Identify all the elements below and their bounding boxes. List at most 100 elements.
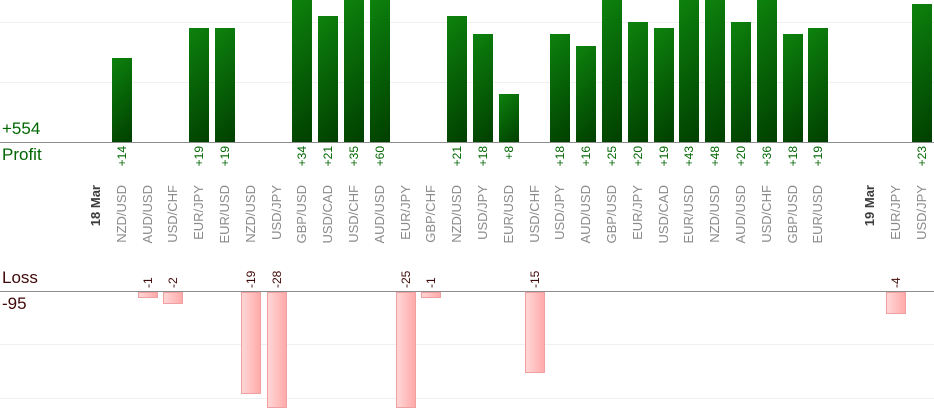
profit-bar — [653, 28, 674, 142]
loss-bar — [266, 292, 287, 408]
profit-bar — [911, 4, 932, 142]
loss-value-label: -19 — [243, 270, 258, 288]
pair-label: USD/CAD — [655, 185, 671, 244]
loss-total-label: -95 — [2, 294, 27, 313]
profit-bar — [782, 34, 803, 142]
pair-label: AUD/USD — [733, 185, 748, 244]
loss-value-label: -4 — [888, 277, 903, 288]
profit-bar — [369, 0, 390, 142]
profit-bar — [111, 58, 132, 142]
loss-value-label: -2 — [166, 277, 181, 288]
pair-label: USD/CHF — [346, 185, 361, 243]
profit-bar — [756, 0, 777, 142]
profit-baseline — [0, 142, 934, 143]
pair-label: USD/JPY — [913, 185, 929, 240]
pair-label: USD/CAD — [320, 185, 336, 244]
profit-bar — [189, 28, 210, 142]
pair-label: EUR/USD — [217, 185, 232, 244]
profit-value-label: +21 — [321, 146, 336, 167]
profit-value-label: +19 — [811, 146, 826, 167]
profit-bar — [602, 0, 622, 142]
profit-bar — [318, 16, 339, 142]
loss-bar — [163, 292, 184, 304]
profit-bar — [292, 0, 313, 142]
profit-value-label: +21 — [450, 146, 465, 167]
pair-label: GBP/USD — [294, 185, 310, 244]
pair-label: GBP/USD — [604, 185, 619, 244]
pair-label: EUR/JPY — [397, 185, 413, 240]
loss-bar — [240, 292, 261, 395]
pair-label: AUD/USD — [371, 185, 387, 244]
pair-label: EUR/USD — [500, 185, 516, 244]
profit-bar — [627, 22, 648, 142]
profit-value-label: +23 — [914, 146, 929, 167]
profit-total-label: +554 — [2, 119, 41, 138]
profit-value-label: +20 — [630, 146, 645, 167]
profit-value-label: +8 — [501, 146, 516, 160]
profit-bar — [473, 34, 493, 142]
pair-label: NZD/USD — [707, 185, 723, 243]
profit-value-label: +34 — [295, 146, 310, 167]
loss-baseline — [0, 291, 934, 292]
loss-bar — [524, 292, 545, 373]
pair-label: USD/JPY — [552, 185, 568, 240]
profit-bar — [498, 94, 519, 142]
profit-bar — [731, 22, 751, 142]
loss-bar — [421, 292, 442, 299]
pair-label: GBP/CHF — [423, 185, 439, 243]
profit-bar — [808, 28, 829, 142]
pair-label: USD/JPY — [475, 185, 490, 240]
date-label: 18 Mar — [88, 185, 103, 227]
gridline — [0, 398, 934, 399]
pair-label: EUR/JPY — [191, 185, 207, 240]
pair-label: USD/CHF — [758, 185, 774, 243]
loss-value-label: -1 — [140, 277, 155, 288]
profit-bar — [705, 0, 726, 142]
profit-value-label: +18 — [553, 146, 568, 167]
date-label: 19 Mar — [862, 185, 877, 227]
profit-value-label: +18 — [476, 146, 490, 167]
profit-value-label: +35 — [347, 146, 361, 167]
gridline — [0, 344, 934, 345]
loss-value-label: -1 — [424, 277, 439, 288]
loss-value-label: -25 — [398, 270, 413, 288]
loss-value-label: -28 — [269, 270, 284, 288]
pair-label: EUR/USD — [681, 185, 697, 244]
profit-value-label: +20 — [734, 146, 748, 167]
profit-value-label: +14 — [114, 146, 129, 167]
pair-label: USD/CHF — [165, 185, 181, 243]
pair-label: EUR/JPY — [629, 185, 645, 240]
profit-value-label: +18 — [785, 146, 800, 167]
profit-value-label: +25 — [605, 146, 619, 167]
profit-axis-label: Profit — [2, 145, 42, 164]
profit-value-label: +19 — [656, 146, 671, 167]
loss-value-label: -15 — [527, 270, 542, 288]
profit-value-label: +48 — [708, 146, 723, 167]
profit-bar — [215, 28, 235, 142]
loss-bar — [137, 292, 158, 299]
pair-label: AUD/USD — [578, 185, 594, 244]
profit-value-label: +43 — [682, 146, 697, 167]
pair-label: EUR/JPY — [887, 185, 903, 240]
profit-bar — [447, 16, 468, 142]
pair-label: GBP/USD — [784, 185, 800, 244]
pair-label: EUR/USD — [810, 185, 826, 244]
pair-label: USD/CHF — [526, 185, 542, 243]
loss-axis-label: Loss — [2, 268, 38, 287]
pair-label: AUD/USD — [139, 185, 155, 244]
profit-bar — [576, 46, 597, 142]
profit-bar — [344, 0, 364, 142]
profit-bar — [550, 34, 571, 142]
profit-bar — [679, 0, 700, 142]
profit-value-label: +16 — [579, 146, 594, 167]
profit-value-label: +60 — [372, 146, 387, 167]
pair-label: NZD/USD — [449, 185, 465, 243]
loss-bar — [885, 292, 906, 315]
pair-label: NZD/USD — [113, 185, 129, 243]
pair-label: USD/JPY — [268, 185, 284, 240]
profit-value-label: +36 — [759, 146, 774, 167]
profit-value-label: +19 — [218, 146, 232, 167]
profit-value-label: +19 — [192, 146, 207, 167]
pair-label: NZD/USD — [242, 185, 258, 243]
